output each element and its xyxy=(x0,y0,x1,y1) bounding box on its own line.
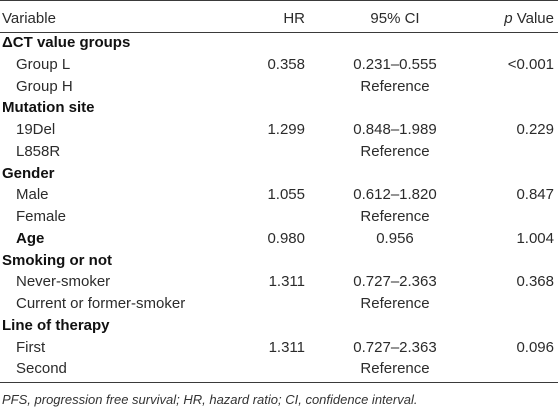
header-hr: HR xyxy=(283,10,305,27)
ci-cell: 0.848–1.989 xyxy=(353,121,437,138)
ci-cell: Reference xyxy=(360,295,430,312)
variable-label: 19Del xyxy=(16,121,56,138)
variable-label: Current or former-smoker xyxy=(16,295,186,312)
bottom-rule xyxy=(0,382,558,383)
variable-label: Group H xyxy=(16,77,73,95)
hr-cell: 1.055 xyxy=(267,186,305,204)
group-header-row: Mutation site xyxy=(0,97,558,119)
header-variable: Variable xyxy=(2,10,56,27)
table-row: First 1.311 0.727–2.363 0.096 xyxy=(0,337,558,359)
table-row: Female Reference xyxy=(0,206,558,228)
ci-cell: Reference xyxy=(360,77,430,95)
header-p-value: p Value xyxy=(480,8,554,30)
header-ci: 95% CI xyxy=(370,10,420,27)
variable-label: Group L xyxy=(16,55,71,73)
ci-cell: 0.231–0.555 xyxy=(353,55,437,73)
hr-cell: 1.311 xyxy=(268,273,305,291)
header-rule xyxy=(0,32,558,33)
hr-cell: 0.980 xyxy=(267,229,305,247)
ci-cell: Reference xyxy=(360,208,430,225)
table-row: Second Reference xyxy=(0,358,558,380)
table-row: Never-smoker 1.311 0.727–2.363 0.368 xyxy=(0,271,558,293)
group-header-row: Gender xyxy=(0,163,558,185)
table-row: Male 1.055 0.612–1.820 0.847 xyxy=(0,184,558,206)
group-header-row: Line of therapy xyxy=(0,315,558,337)
hr-cell: 0.358 xyxy=(267,55,305,73)
p-value-cell: 0.847 xyxy=(516,186,554,204)
ci-cell: 0.727–2.363 xyxy=(353,273,437,291)
ci-cell: 0.612–1.820 xyxy=(353,186,437,204)
hr-cell: 1.299 xyxy=(267,121,305,138)
group-label: Mutation site xyxy=(2,99,95,117)
variable-label: Male xyxy=(16,186,49,204)
table-row: 19Del 1.299 0.848–1.989 0.229 xyxy=(0,119,558,141)
header-p-word: Value xyxy=(512,10,554,27)
variable-label: Age xyxy=(16,229,45,247)
p-value-cell: <0.001 xyxy=(507,55,554,73)
table-row: Group L 0.358 0.231–0.555 <0.001 xyxy=(0,54,558,76)
variable-label: Second xyxy=(16,360,67,378)
group-label: Line of therapy xyxy=(2,316,110,334)
variable-label: L858R xyxy=(16,142,61,160)
ci-cell: 0.727–2.363 xyxy=(353,338,437,356)
table-row: L858R Reference xyxy=(0,141,558,163)
table-footnote: PFS, progression free survival; HR, haza… xyxy=(2,392,418,407)
table-row: Current or former-smoker Reference xyxy=(0,293,558,315)
group-label: Gender xyxy=(2,164,55,182)
header-p-letter: p xyxy=(504,10,513,27)
ci-cell: Reference xyxy=(360,142,430,160)
group-label: ΔCT value groups xyxy=(2,34,131,51)
p-value-cell: 0.229 xyxy=(516,121,554,138)
p-value-cell: 1.004 xyxy=(516,229,554,247)
group-header-row: Smoking or not xyxy=(0,250,558,272)
table-row: Group H Reference xyxy=(0,76,558,98)
variable-label: Never-smoker xyxy=(16,273,111,291)
group-label: Smoking or not xyxy=(2,251,112,269)
hr-cell: 1.311 xyxy=(268,338,305,356)
variable-label: Female xyxy=(16,208,67,225)
top-rule xyxy=(0,0,558,1)
ci-cell: 0.956 xyxy=(376,229,414,247)
p-value-cell: 0.096 xyxy=(516,338,554,356)
table-row: Age 0.980 0.956 1.004 xyxy=(0,228,558,250)
ci-cell: Reference xyxy=(360,360,430,378)
table-header-row: Variable HR 95% CI p Value xyxy=(0,8,558,30)
variable-label: First xyxy=(16,338,46,356)
group-header-row: ΔCT value groups xyxy=(0,32,558,54)
p-value-cell: 0.368 xyxy=(516,273,554,291)
